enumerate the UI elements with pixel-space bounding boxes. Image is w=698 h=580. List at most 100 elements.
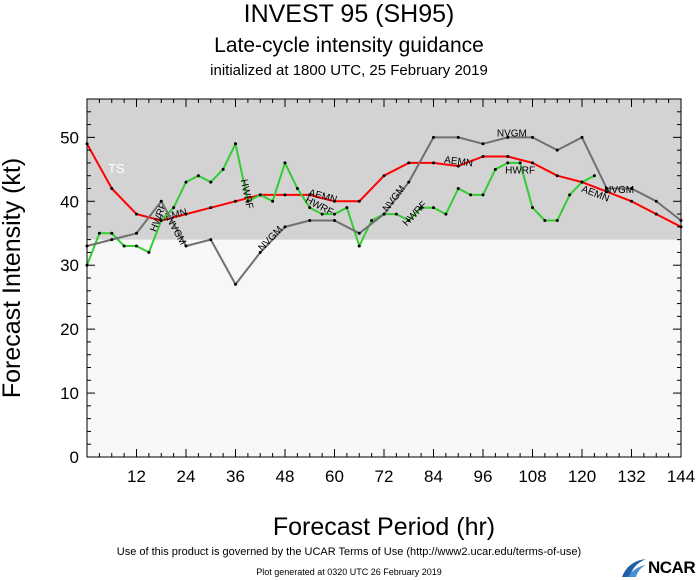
ncar-logo: NCAR [620,557,698,579]
nvgm-point [531,135,534,139]
hwrf-line [86,142,595,266]
ncar-logo-text: NCAR [648,558,696,577]
hwrf-point [283,161,287,165]
aemn-point [209,206,213,210]
x-tick-label: 12 [127,467,146,486]
nvgm-label: NVGM [497,129,527,140]
y-axis-label: Forecast Intensity (kt) [0,158,26,398]
aemn-point [456,164,460,168]
nvgm-point [555,148,559,152]
hwrf-point [531,206,534,210]
nvgm-point [456,135,460,139]
hwrf-point [271,199,275,203]
chart-subtitle: Late-cycle intensity guidance [214,34,484,57]
hwrf-label: HWRF [505,166,535,177]
aemn-point [283,193,287,197]
nvgm-point [159,199,163,203]
nvgm-point [357,231,361,235]
hwrf-point [110,231,114,235]
hwrf-point [432,206,435,210]
x-tick-label: 144 [667,467,695,486]
aemn-point [481,155,485,159]
aemn-point [382,174,386,178]
aemn-point [234,199,237,203]
hwrf-point [370,218,374,222]
hwrf-point [159,218,163,222]
y-tick-label: 50 [60,128,79,147]
aemn-label: AEMN [444,155,474,170]
aemn-point [135,212,138,216]
nvgm-point [407,180,411,184]
nvgm-point [234,282,237,286]
y-tick-label: 20 [60,320,79,339]
hwrf-point [308,206,312,210]
nvgm-point [135,231,138,235]
nvgm-point [333,218,336,222]
hwrf-point [320,212,324,216]
hwrf-point [568,193,572,197]
x-tick-label: 84 [424,467,443,486]
x-tick-label: 24 [177,467,196,486]
hwrf-point [444,212,448,216]
nvgm-point [580,135,584,139]
hwrf-point [407,218,411,222]
x-tick-label: 36 [226,467,245,486]
nvgm-point [506,135,510,139]
aemn-point [110,187,114,190]
nvgm-point [184,244,188,248]
hwrf-point [394,212,398,216]
nvgm-point [382,212,386,216]
x-tick-label: 72 [375,467,394,486]
nvgm-point [258,250,262,254]
hwrf-point [543,218,547,222]
x-tick-label: 120 [568,467,596,486]
aemn-point [630,199,633,203]
hwrf-point [493,167,497,171]
aemn-point [506,155,510,159]
ts-shaded-band [87,99,681,240]
hwrf-point [518,161,522,165]
hwrf-point [419,206,423,210]
x-axis-label: Forecast Period (hr) [273,513,495,541]
hwrf-point [196,174,200,178]
nvgm-label: NVGM [604,185,634,196]
aemn-point [308,193,312,197]
aemn-point [184,212,188,216]
x-tick-label: 60 [325,467,344,486]
hwrf-point [592,174,596,178]
hwrf-point [333,212,336,216]
hwrf-point [258,193,262,197]
y-tick-label: 30 [60,256,79,275]
aemn-point [555,174,559,178]
hwrf-point [481,193,485,197]
chart-title: INVEST 95 (SH95) [243,0,455,28]
ts-band-label: TS [108,161,125,176]
nvgm-point [209,238,213,242]
y-tick-label: 40 [60,192,79,211]
y-tick-label: 10 [60,384,79,403]
hwrf-point [97,231,101,235]
hwrf-point [172,206,176,210]
aemn-point [531,161,534,165]
hwrf-point [555,218,559,222]
nvgm-point [283,225,287,229]
ncar-logo-icon [622,559,646,577]
hwrf-point [135,244,138,248]
hwrf-point [122,244,126,248]
aemn-point [605,190,609,194]
y-tick-label: 0 [70,448,79,467]
x-tick-label: 108 [518,467,546,486]
hwrf-point [209,180,213,184]
hwrf-point [184,180,188,184]
x-tick-label: 132 [617,467,645,486]
hwrf-point [221,167,225,171]
nvgm-point [110,238,114,242]
aemn-point [333,199,336,203]
hwrf-point [295,187,299,190]
nvgm-point [308,218,312,222]
hwrf-point [456,187,460,190]
aemn-point [654,212,658,216]
nvgm-point [630,187,633,190]
nvgm-point [481,142,485,146]
